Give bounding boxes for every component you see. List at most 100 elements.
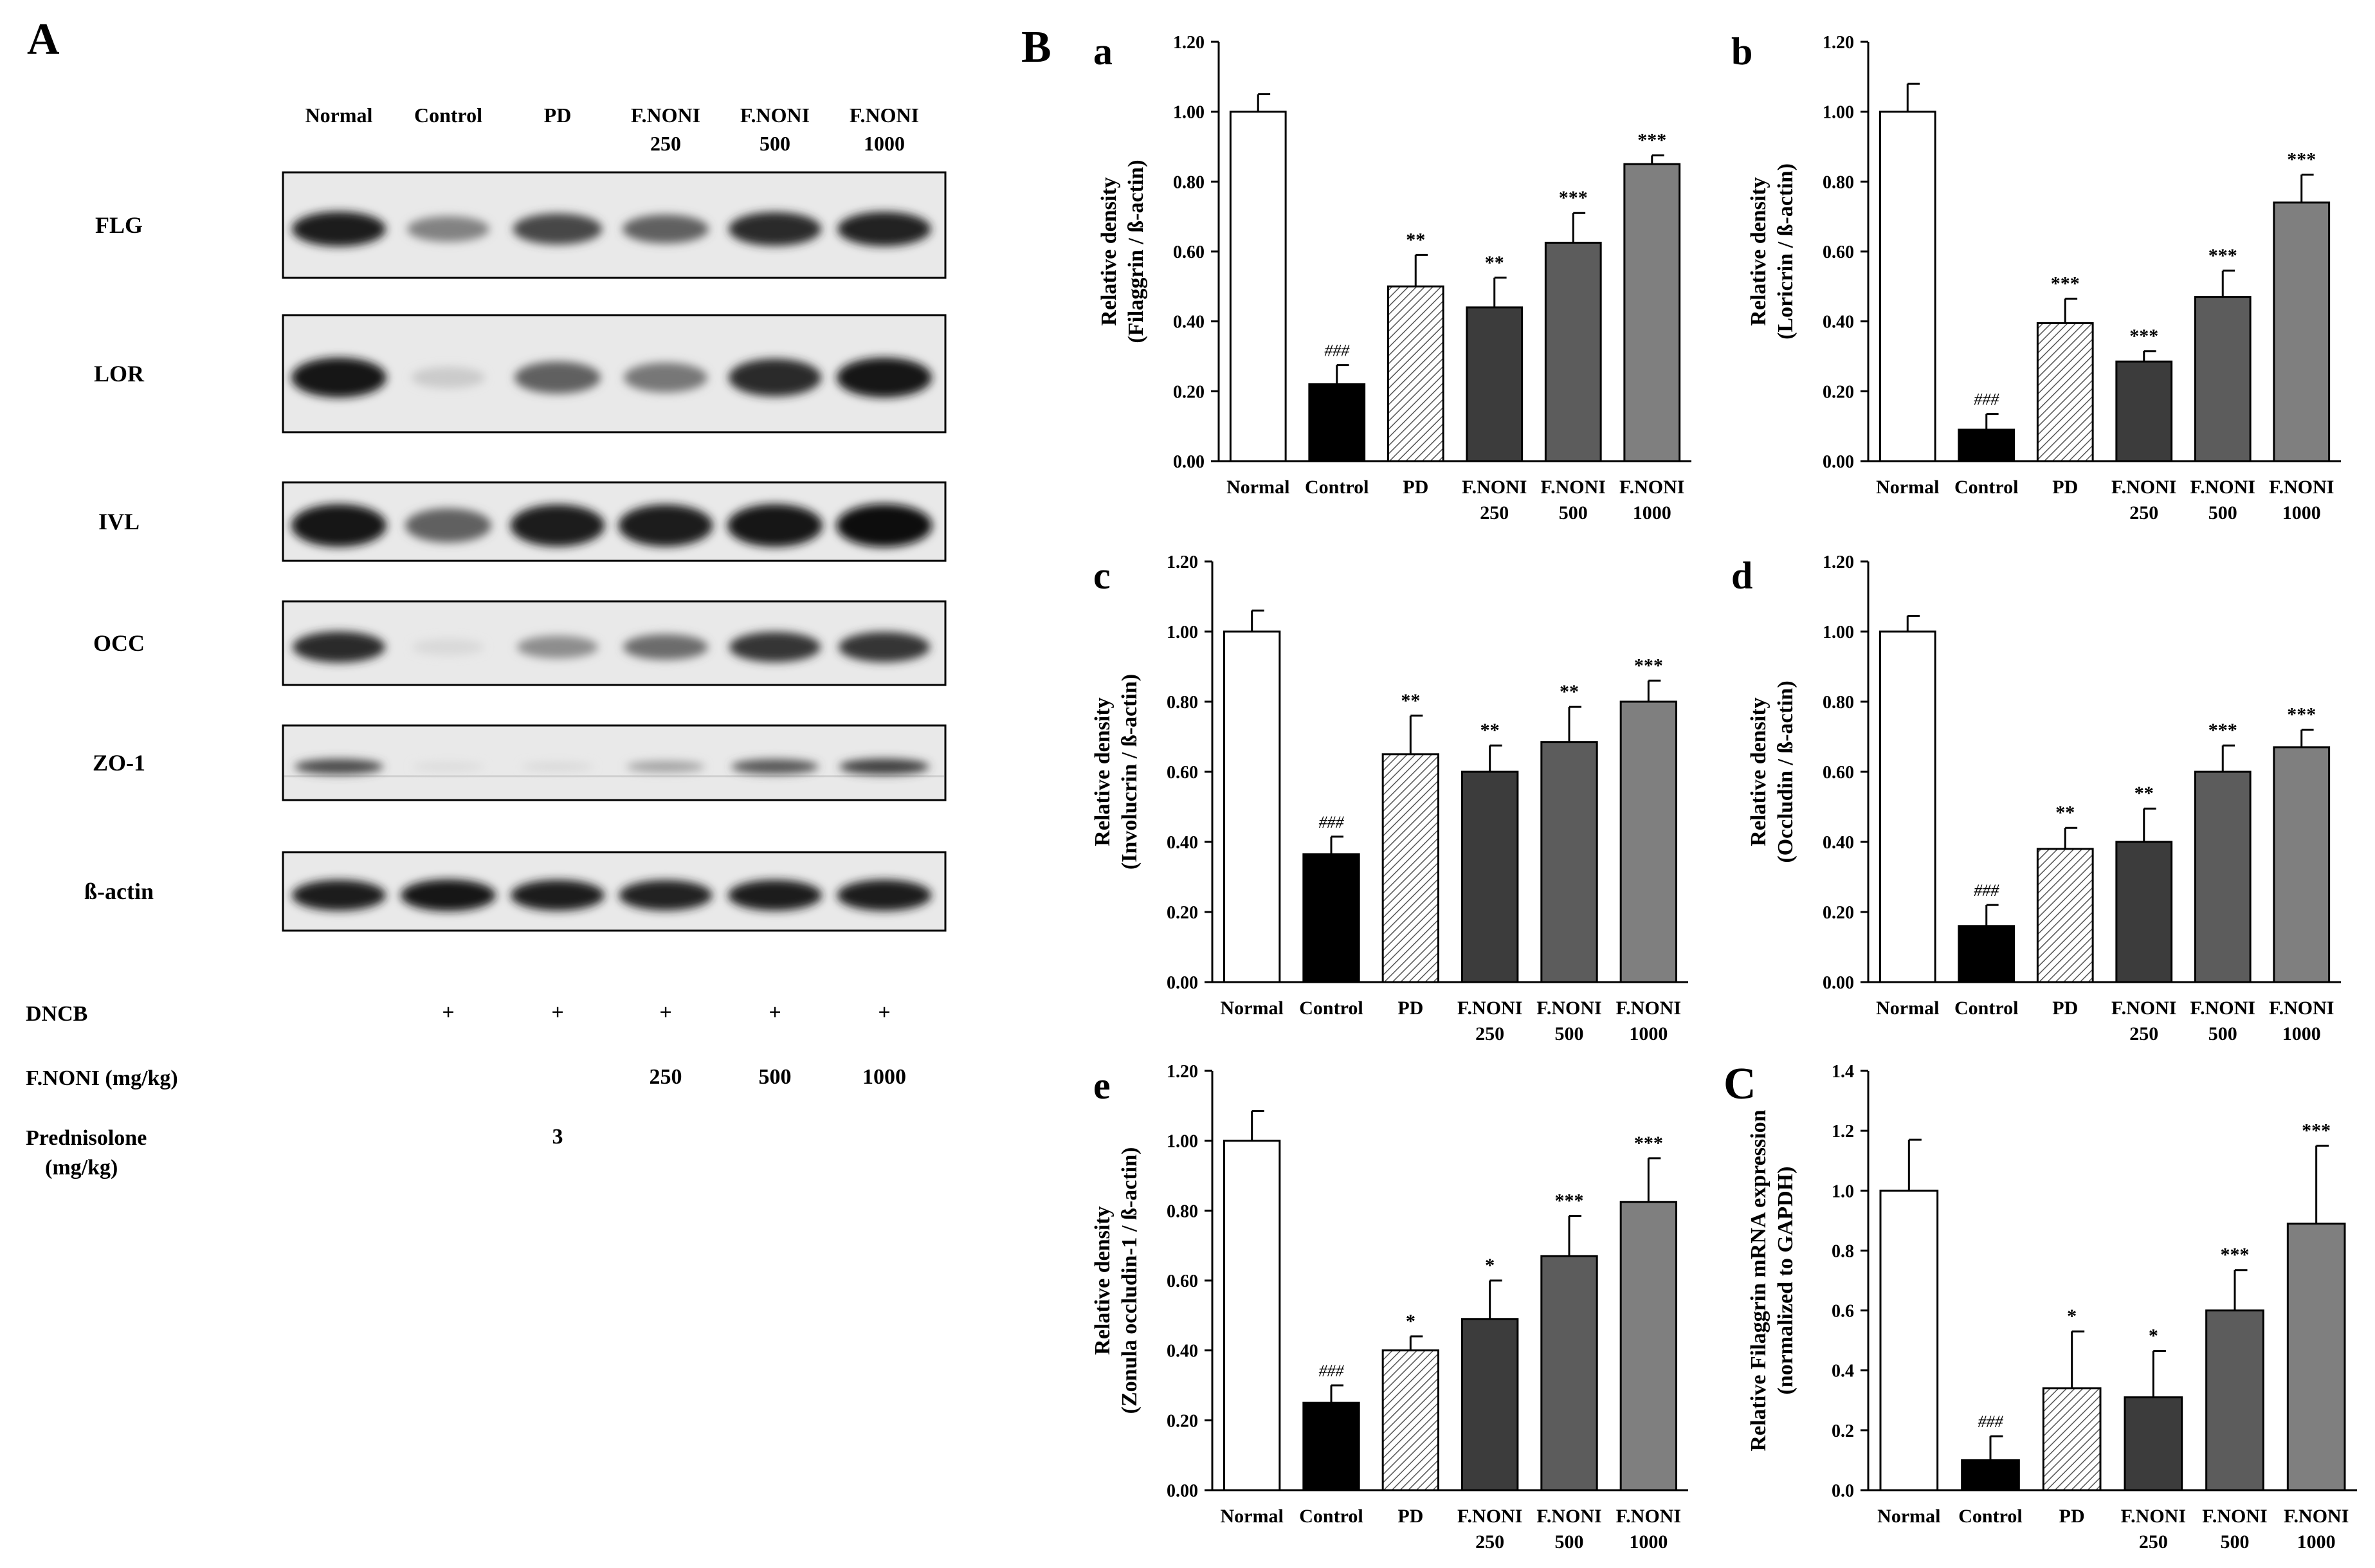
x-tick-label: 1000 (2297, 1531, 2336, 1553)
blot-band (412, 639, 485, 655)
blot-band (623, 214, 709, 244)
treatment-value: 250 (650, 1065, 682, 1089)
blot-strip (282, 724, 947, 801)
blot-band (727, 504, 823, 547)
blot-band (839, 632, 930, 662)
treatment-value: 1000 (862, 1065, 906, 1089)
x-tick-label: Control (1299, 998, 1363, 1019)
significance-label: ** (1401, 690, 1420, 711)
bar (1381, 753, 1440, 983)
x-tick-label: PD (2052, 998, 2078, 1019)
bar (1544, 241, 1602, 462)
blot-band (731, 759, 819, 774)
y-tick-label: 0.00 (1173, 452, 1205, 472)
lane-label: 250 (650, 132, 681, 155)
x-tick-label: F.NONI (1616, 998, 1681, 1019)
y-axis-title: (Occludin / ß-actin) (1774, 680, 1797, 862)
significance-label: * (2149, 1325, 2158, 1346)
blot-band (291, 357, 387, 398)
bar (1302, 853, 1360, 983)
y-tick-label: 0.60 (1167, 763, 1198, 783)
significance-label: *** (2302, 1120, 2331, 1141)
y-tick-label: 0.2 (1832, 1421, 1854, 1441)
chart-panel-letter: b (1731, 30, 1752, 73)
y-tick-label: 1.20 (1173, 33, 1205, 53)
significance-label: *** (1559, 187, 1588, 208)
blot-band (293, 631, 385, 663)
lane-label: Normal (305, 104, 373, 127)
significance-label: *** (1555, 1190, 1584, 1211)
bar (1308, 383, 1366, 462)
chart-panel-letter: e (1093, 1064, 1111, 1107)
bar (1623, 163, 1681, 462)
y-tick-label: 0.4 (1832, 1362, 1854, 1381)
significance-label: ### (1978, 1412, 2004, 1431)
x-tick-label: 250 (1475, 1531, 1504, 1553)
panel-label-b: B (1021, 23, 1051, 72)
significance-label: *** (1634, 655, 1663, 676)
x-tick-label: Normal (1221, 998, 1284, 1019)
x-tick-label: F.NONI (1619, 477, 1684, 498)
x-tick-label: Normal (1221, 1506, 1284, 1527)
lane-label: 1000 (864, 132, 905, 155)
treatment-value: 3 (552, 1125, 563, 1149)
blot-band (521, 762, 594, 771)
chart-c: c 0.00 0.20 0.40 0.60 0.80 1.00 1.20 Relative de… (1091, 552, 1688, 1044)
significance-label: * (1406, 1311, 1415, 1332)
significance-label: ** (1406, 229, 1425, 250)
blot-band (729, 632, 821, 662)
blot-band (837, 357, 932, 398)
blot-band (837, 879, 932, 911)
x-tick-label: Control (1958, 1506, 2022, 1527)
x-tick-label: PD (1403, 477, 1428, 498)
x-tick-label: F.NONI (2202, 1506, 2267, 1527)
x-tick-label: PD (2059, 1506, 2085, 1527)
significance-label: *** (2051, 273, 2080, 294)
blot-strip (282, 481, 947, 562)
y-tick-label: 0.40 (1823, 313, 1854, 333)
significance-label: ** (2134, 783, 2154, 804)
x-tick-label: 1000 (2282, 502, 2321, 524)
blot-band (839, 758, 929, 775)
y-tick-label: 0.20 (1167, 903, 1198, 923)
blot-band (837, 212, 931, 246)
x-tick-label: PD (1397, 1506, 1423, 1527)
x-tick-label: 250 (1475, 1023, 1504, 1044)
x-tick-label: F.NONI (1457, 1506, 1522, 1527)
x-tick-label: F.NONI (2121, 1506, 2186, 1527)
bar (2273, 201, 2331, 462)
panel-label-a: A (27, 15, 60, 64)
x-tick-label: Control (1954, 477, 2018, 498)
blot-band (401, 879, 496, 911)
x-tick-label: Control (1305, 477, 1369, 498)
lane-label: F.NONI (740, 104, 810, 127)
y-tick-label: 1.2 (1832, 1122, 1854, 1142)
bar (1302, 1401, 1360, 1491)
blot-band (412, 762, 484, 771)
chart-e: e 0.00 0.20 0.40 0.60 0.80 1.00 1.20 Relative de… (1091, 1062, 1688, 1553)
bar (2036, 848, 2094, 983)
bar (1879, 630, 1936, 983)
bar (1223, 1140, 1281, 1491)
lane-label: Control (414, 104, 482, 127)
chart-d: d 0.00 0.20 0.40 0.60 0.80 1.00 1.20 Relative de… (1731, 552, 2341, 1044)
bar (1619, 1201, 1678, 1491)
chart-panel-letter: d (1731, 554, 1752, 597)
y-tick-label: 1.20 (1823, 33, 1854, 53)
significance-label: *** (2221, 1244, 2250, 1266)
y-tick-label: 1.20 (1823, 552, 1854, 572)
y-tick-label: 0.40 (1823, 833, 1854, 853)
y-tick-label: 0.40 (1167, 1342, 1198, 1362)
y-axis-title: Relative Filaggrin mRNA expression (1747, 1109, 1770, 1451)
x-tick-label: 250 (2129, 1023, 2158, 1044)
y-tick-label: 0.00 (1823, 973, 1854, 993)
y-tick-label: 0.20 (1823, 382, 1854, 402)
blot-band (411, 367, 486, 388)
blot-band (836, 504, 933, 547)
blot-band (291, 504, 387, 547)
blot-band (517, 635, 598, 659)
bar-chart-panels: a 0.00 0.20 0.40 0.60 0.80 1.00 1.20 Relative de… (1091, 30, 2357, 1553)
panel-label-c: C (1724, 1059, 1756, 1109)
y-tick-label: 0.80 (1823, 693, 1854, 713)
x-tick-label: 500 (1555, 1023, 1584, 1044)
